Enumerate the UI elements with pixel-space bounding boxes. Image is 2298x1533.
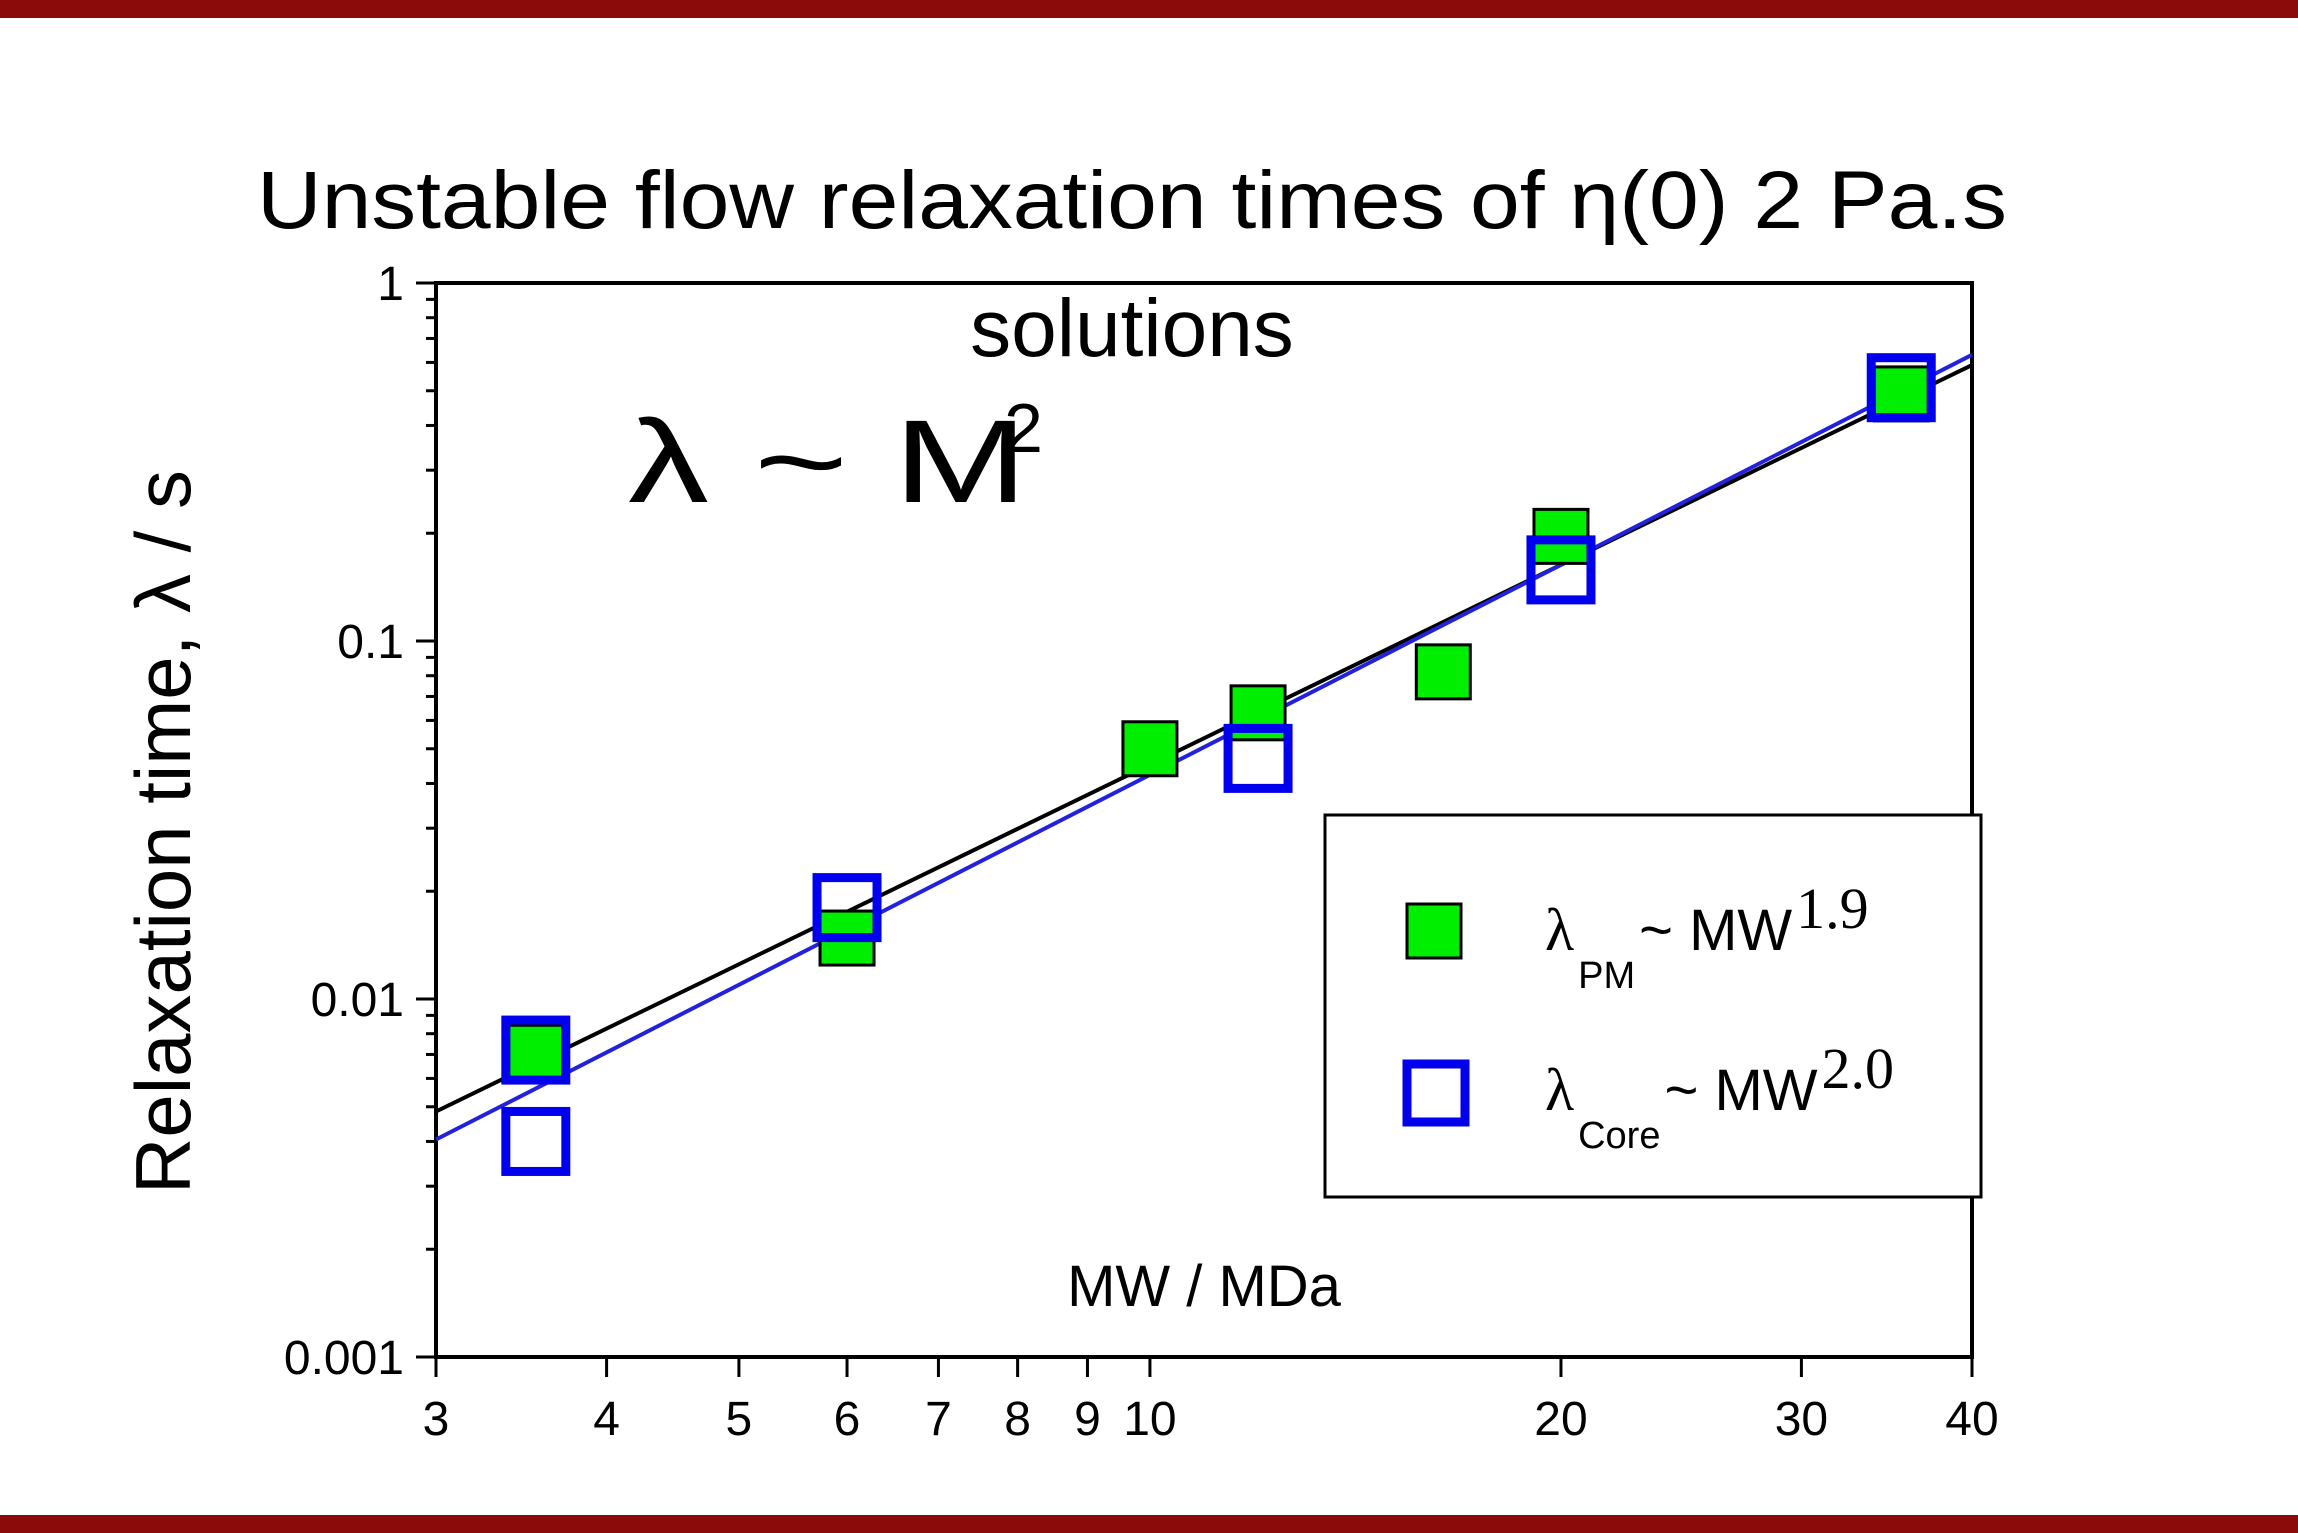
x-tick-label: 5 [726,1393,753,1446]
data-point-core [1223,723,1293,793]
legend-marker-pm [1405,902,1463,960]
scaling-annotation: λ ~ M 2 [628,389,1043,528]
x-tick-label: 3 [423,1393,450,1446]
data-point-core [501,1015,571,1085]
bottom-border-band [0,1515,2298,1533]
x-tick-label: 9 [1074,1393,1101,1446]
data-point-pm [1414,643,1472,701]
y-axis-label: Relaxation time, λ / s [119,470,207,1194]
legend-pm-text: ~ MW [1639,898,1792,963]
chart-title-line1: Unstable flow relaxation times of η(0) 2… [257,155,2007,246]
fit-line-core [435,353,1973,1142]
x-tick-label: 20 [1534,1393,1587,1446]
legend-pm-exponent: 1.9 [1796,876,1869,941]
top-border-band [0,0,2298,18]
legend-entry-core: λ Core ~ MW 2.0 [1545,1036,1894,1157]
y-tick-label: 0.01 [311,974,404,1027]
legend-core-symbol: λ [1545,1057,1574,1123]
data-point-core [501,1106,571,1176]
x-tick-label: 40 [1945,1393,1998,1446]
x-tick-label: 4 [593,1393,620,1446]
y-tick-label: 0.001 [284,1332,404,1385]
legend-core-text: ~ MW [1664,1058,1817,1123]
x-tick-label: 30 [1775,1393,1828,1446]
data-point-pm [507,1023,565,1081]
x-axis-label: MW / MDa [1067,1254,1342,1319]
chart-title-line2: solutions [970,283,1294,374]
data-point-core [1526,535,1596,605]
legend-pm-subscript: PM [1578,955,1635,997]
data-point-pm [1872,365,1930,423]
legend-entry-pm: λ PM ~ MW 1.9 [1545,876,1869,997]
legend-box [1323,813,1983,1199]
y-tick-label: 0.1 [337,616,404,669]
legend-core-subscript: Core [1578,1115,1660,1157]
data-point-core [1866,353,1936,423]
scaling-annotation-base: λ ~ M [628,396,1028,528]
legend-core-exponent: 2.0 [1822,1036,1895,1101]
legend: λ PM ~ MW 1.9 λ Core ~ MW 2.0 [1323,813,1983,1199]
x-tick-label: 8 [1004,1393,1031,1446]
data-point-pm [1121,720,1179,778]
x-tick-label: 7 [925,1393,952,1446]
legend-marker-core [1402,1059,1470,1127]
y-tick-label: 1 [377,258,404,311]
scaling-annotation-exponent: 2 [1004,389,1043,467]
data-point-core [812,873,882,943]
plot-area: 0.001 0.01 0.1 1 3 4 5 6 7 8 9 10 20 30 40 [284,258,1999,1446]
legend-pm-symbol: λ [1545,897,1574,963]
fit-line-pm [435,363,1973,1114]
x-tick-label: 10 [1123,1393,1176,1446]
x-tick-label: 6 [834,1393,861,1446]
